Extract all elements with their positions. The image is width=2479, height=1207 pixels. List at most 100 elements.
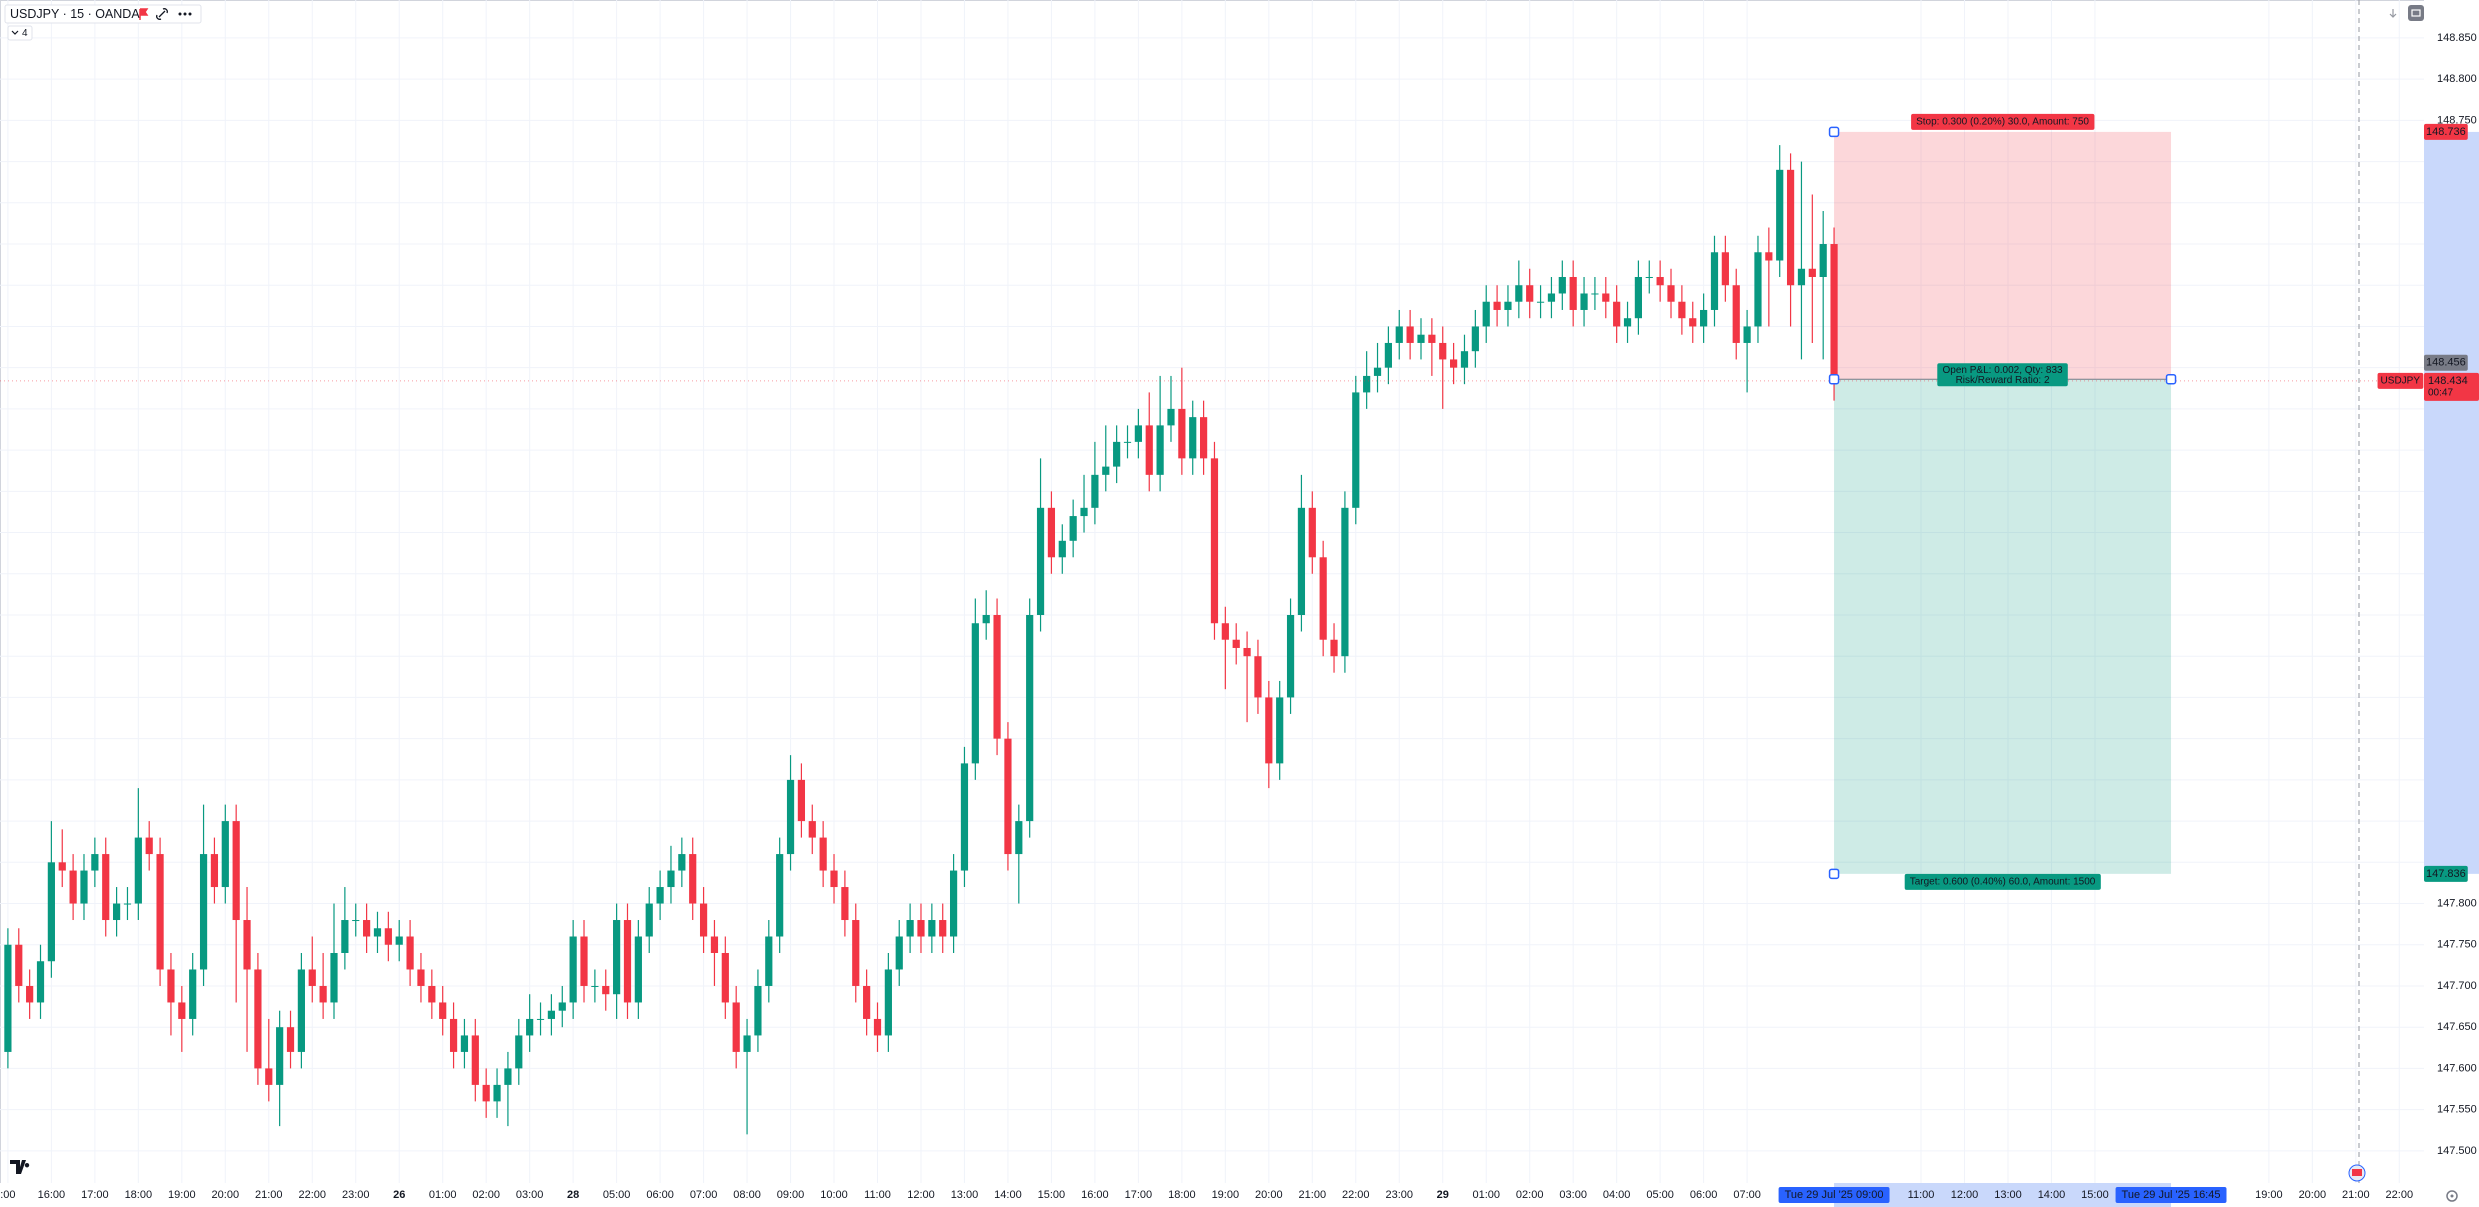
- x-tick-label: 15:00: [2081, 1189, 2109, 1201]
- x-tick-label: 12:00: [907, 1189, 935, 1201]
- indicators-toggle[interactable]: 4: [7, 25, 33, 41]
- marker-price-tag: 148.456: [2426, 357, 2466, 369]
- toggle-box[interactable]: [7, 25, 33, 41]
- candle-body: [1330, 639, 1338, 657]
- position-handle[interactable]: [1828, 373, 1840, 385]
- candle-body: [460, 1035, 469, 1052]
- x-tick-label: 10:00: [820, 1189, 848, 1201]
- candle-body: [786, 779, 795, 855]
- candle-body: [330, 952, 338, 1003]
- candle-body: [232, 821, 240, 921]
- scroll-icon[interactable]: [2389, 9, 2397, 18]
- candle-body: [1113, 441, 1121, 467]
- settings-icon[interactable]: [2446, 1190, 2458, 1202]
- candle-body: [526, 1018, 534, 1036]
- candle-body: [710, 936, 719, 953]
- x-tick-label: 22:00: [1342, 1189, 1370, 1201]
- candle-body: [1080, 507, 1088, 517]
- candle-body: [971, 623, 979, 764]
- candle-body: [732, 1002, 740, 1052]
- candles: [4, 145, 1838, 1135]
- candle-body: [69, 870, 77, 904]
- candle-body: [352, 920, 360, 922]
- x-tick-label: 14:00: [2038, 1189, 2066, 1201]
- candle-body: [1743, 326, 1751, 343]
- link-icon[interactable]: [156, 8, 168, 20]
- candle-body: [1254, 656, 1262, 698]
- candle-body: [982, 614, 990, 624]
- candle-body: [439, 1002, 447, 1019]
- candle-body: [341, 920, 349, 953]
- candle-body: [1591, 293, 1599, 295]
- y-tick-label: 147.750: [2437, 939, 2477, 951]
- target-zone: [1834, 379, 2172, 874]
- x-tick-label: 05:00: [1646, 1189, 1674, 1201]
- more-dot[interactable]: [188, 12, 192, 16]
- candle-body: [1286, 614, 1295, 698]
- candle-body: [1634, 276, 1642, 319]
- candle-body: [1721, 252, 1729, 286]
- x-tick-label: 13:00: [951, 1189, 979, 1201]
- target-label-bg: [1904, 873, 2101, 890]
- x-tick-label: 22:00: [2386, 1189, 2414, 1201]
- maximize-button[interactable]: [2408, 5, 2424, 21]
- candle-body: [776, 854, 784, 937]
- x-tick-label: 02:00: [1516, 1189, 1544, 1201]
- candle-body: [1536, 301, 1545, 303]
- candle-body: [1156, 425, 1164, 475]
- candle-body: [199, 854, 208, 970]
- candle-body: [515, 1035, 523, 1069]
- candle-body: [1819, 244, 1827, 277]
- candle-body: [308, 969, 316, 986]
- stop-price-tag-bg: [2424, 123, 2468, 140]
- logo[interactable]: [10, 1160, 30, 1174]
- candle-body: [1221, 623, 1229, 640]
- candle-body: [754, 985, 762, 1036]
- candle-body: [1308, 507, 1316, 558]
- candle-body: [1504, 301, 1512, 310]
- x-tick-label-highlight-bg: [2115, 1187, 2227, 1203]
- position-labels: Stop: 0.300 (0.20%) 30.0, Amount: 750 Tar…: [0, 113, 2424, 890]
- x-tick-label: 26: [393, 1189, 405, 1201]
- candle-body: [656, 887, 664, 904]
- position-tool[interactable]: [1834, 131, 2172, 874]
- more-dot[interactable]: [178, 12, 182, 16]
- candle-body: [47, 862, 55, 962]
- candle-body: [819, 837, 827, 871]
- x-tick-label: 14:00: [994, 1189, 1022, 1201]
- candle-body: [1667, 285, 1675, 302]
- candle-body: [1515, 285, 1523, 302]
- x-tick-label: 19:00: [168, 1189, 196, 1201]
- candle-body: [1145, 425, 1153, 475]
- candle-body: [276, 1027, 284, 1085]
- candle-body: [895, 936, 903, 970]
- candle-body: [1613, 301, 1621, 327]
- position-handle[interactable]: [1828, 868, 1840, 880]
- time-range-band: [1834, 1183, 2172, 1207]
- candle-body: [1428, 334, 1436, 343]
- x-tick-label: 05:00: [603, 1189, 631, 1201]
- flag-icon[interactable]: [139, 8, 149, 20]
- candle-body: [1460, 351, 1469, 368]
- candle-body: [1569, 276, 1577, 310]
- candle-body: [569, 936, 577, 1003]
- candle-body: [113, 903, 121, 921]
- x-tick-label: 11:00: [1908, 1189, 1935, 1201]
- stop-label: Stop: 0.300 (0.20%) 30.0, Amount: 750: [1916, 117, 2089, 128]
- candle-body: [743, 1035, 751, 1052]
- candle-body: [1134, 425, 1142, 442]
- candle-body: [1645, 276, 1653, 278]
- candle-body: [1363, 375, 1371, 393]
- legend[interactable]: USDJPY · 15 · OANDA: [4, 4, 202, 24]
- candle-body: [1232, 639, 1240, 648]
- more-dot[interactable]: [183, 12, 187, 16]
- candle-body: [699, 903, 708, 937]
- candle-body: [602, 985, 610, 995]
- position-handle[interactable]: [2165, 373, 2177, 385]
- candle-body: [645, 903, 653, 937]
- position-handle[interactable]: [1828, 126, 1840, 138]
- candle-body: [1036, 507, 1045, 615]
- candle-body: [536, 1018, 545, 1020]
- x-tick-label: 06:00: [1690, 1189, 1718, 1201]
